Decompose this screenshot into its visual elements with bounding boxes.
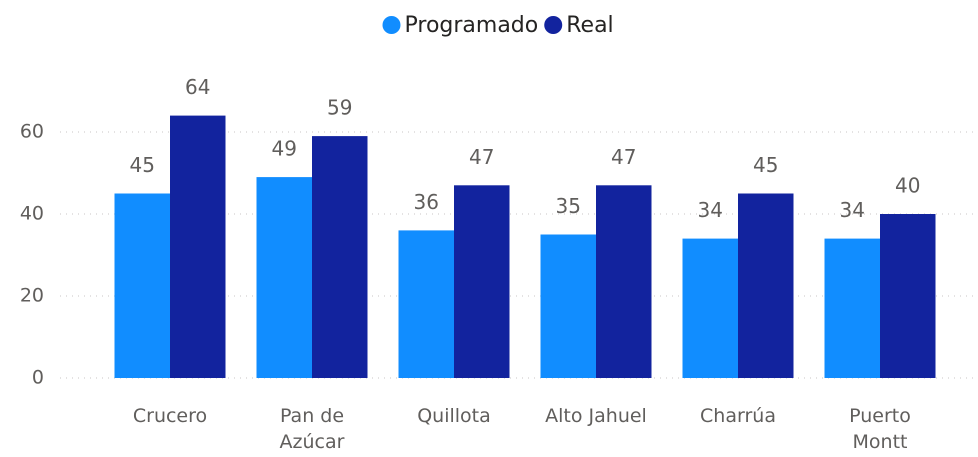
bar [824, 238, 880, 378]
data-label: 36 [414, 190, 439, 214]
bar [540, 234, 596, 378]
y-tick-label: 60 [20, 121, 44, 143]
legend-swatch [382, 16, 401, 34]
bar [880, 214, 936, 378]
data-label: 47 [469, 145, 494, 169]
y-tick-label: 20 [20, 285, 44, 307]
legend-label: Programado [405, 13, 539, 38]
bar [596, 185, 652, 378]
bar [114, 193, 170, 378]
bar [682, 238, 738, 378]
x-tick-label: Alto Jahuel [545, 405, 647, 427]
data-label: 47 [611, 145, 636, 169]
x-tick-label: Pan de Azúcar [279, 405, 345, 453]
x-tick-label: Crucero [132, 405, 208, 427]
data-label: 45 [753, 153, 778, 177]
legend-swatch [544, 16, 563, 34]
bar [256, 177, 312, 378]
legend-label: Real [566, 13, 613, 38]
x-tick-label: Quillota [417, 405, 491, 427]
data-label: 40 [895, 174, 920, 198]
bar [738, 193, 794, 378]
y-tick-label: 40 [20, 203, 44, 225]
y-tick-label: 0 [32, 367, 44, 389]
data-label: 49 [272, 137, 297, 161]
data-label: 35 [556, 194, 581, 218]
bar [454, 185, 510, 378]
bar [312, 136, 368, 378]
bar [398, 230, 454, 378]
data-label: 59 [327, 96, 352, 120]
x-tick-label: Charrúa [700, 405, 776, 427]
data-label: 34 [840, 198, 865, 222]
x-tick-label: Puerto Montt [849, 405, 911, 453]
data-label: 45 [130, 153, 155, 177]
data-label: 34 [698, 198, 723, 222]
data-label: 64 [185, 75, 210, 99]
bar [170, 115, 226, 378]
